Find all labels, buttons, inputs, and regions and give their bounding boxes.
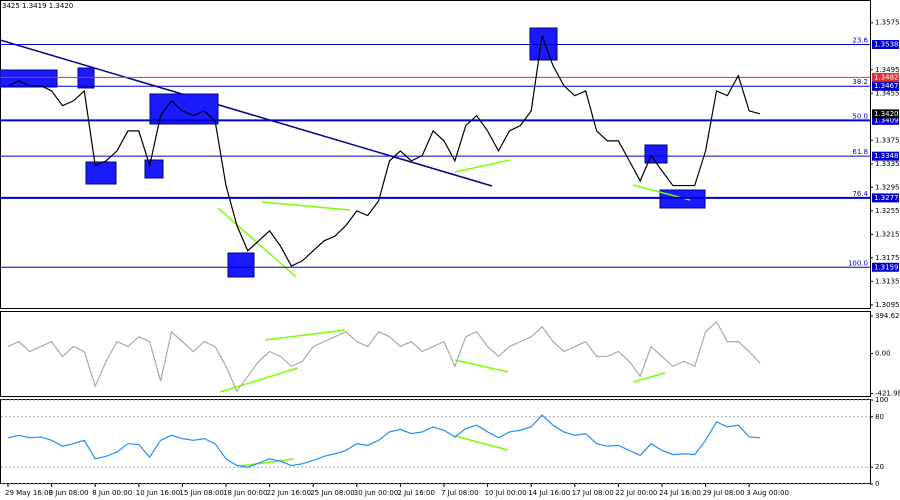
x-tick-label: 25 Jun 08:00 <box>310 489 354 497</box>
y-tick-label: 1.3255 <box>875 207 900 215</box>
fib-label: 38.2 <box>852 78 868 86</box>
x-tick-label: 18 Jun 00:00 <box>223 489 267 497</box>
y-tick-label: 100 <box>875 396 888 404</box>
x-tick-label: 22 Jun 16:00 <box>267 489 311 497</box>
last-price-label: 1.3420 <box>874 110 899 118</box>
rsi-panel <box>0 399 871 484</box>
divergence-line <box>454 159 511 173</box>
y-tick-label: 1.3175 <box>875 254 900 262</box>
zone-box <box>77 67 95 89</box>
y-tick-label: -421.9871 <box>875 390 900 398</box>
divergence-line <box>264 329 346 341</box>
x-tick-label: 30 Jun 00:00 <box>354 489 398 497</box>
zone-box <box>149 93 219 125</box>
x-tick-label: 15 Jun 08:00 <box>179 489 223 497</box>
fib-label: 23.6 <box>852 36 868 44</box>
x-tick-label: 29 May 16:00 <box>5 489 53 497</box>
price-label: 1.3409 <box>874 116 899 124</box>
trend-line <box>0 39 493 187</box>
price-box <box>872 151 899 161</box>
y-tick-label: 394.6289 <box>875 312 900 320</box>
divergence-line <box>454 435 509 451</box>
x-tick-label: 2 Jul 16:00 <box>397 489 435 497</box>
fib-label: 100.0 <box>848 259 868 267</box>
price-box <box>872 72 899 82</box>
x-tick-label: 14 Jul 16:00 <box>528 489 570 497</box>
y-tick-label: 1.3375 <box>875 136 900 144</box>
y-tick-label: 1.3575 <box>875 19 900 27</box>
price-label: 1.3348 <box>874 152 899 160</box>
series-line <box>7 35 761 267</box>
fib-label: 76.4 <box>852 190 868 198</box>
x-tick-label: 10 Jul 00:00 <box>485 489 527 497</box>
divergence-line <box>261 201 351 211</box>
x-tick-label: 17 Jul 08:00 <box>572 489 614 497</box>
price-box <box>872 262 899 272</box>
x-tick-label: 10 Jun 16:00 <box>136 489 180 497</box>
y-tick-label: 1.3135 <box>875 277 900 285</box>
price-box <box>872 193 899 203</box>
price-label: 1.3538 <box>874 40 899 48</box>
price-label: 1.3277 <box>874 194 899 202</box>
zone-box <box>227 252 255 278</box>
divergence-line <box>632 372 666 383</box>
fib-label: 50.0 <box>852 112 868 120</box>
y-tick-label: 1.3095 <box>875 301 900 309</box>
y-tick-label: 1.3455 <box>875 89 900 97</box>
y-tick-label: 1.3295 <box>875 183 900 191</box>
last-price-box <box>872 109 899 119</box>
x-tick-label: 3 Aug 00:00 <box>746 489 789 497</box>
x-tick-label: 29 Jul 08:00 <box>703 489 745 497</box>
x-tick-label: 7 Jul 08:00 <box>441 489 479 497</box>
price-box <box>872 39 899 49</box>
divergence-line <box>454 359 509 373</box>
y-tick-label: 20 <box>875 463 884 471</box>
cci-panel <box>0 311 871 397</box>
price-label: 1.3467 <box>874 82 899 90</box>
y-tick-label: 1.3495 <box>875 66 900 74</box>
zone-box <box>144 159 164 179</box>
divergence-line <box>239 458 295 467</box>
price-label: 1.3159 <box>874 263 899 271</box>
y-tick-label: 1.3335 <box>875 160 900 168</box>
y-tick-label: 80 <box>875 413 884 421</box>
divergence-line <box>219 367 299 393</box>
fib-label: 61.8 <box>852 148 868 156</box>
price-box <box>872 115 899 125</box>
price-box <box>872 81 899 91</box>
x-tick-label: 8 Jun 00:00 <box>92 489 132 497</box>
y-tick-label: 0 <box>875 480 879 488</box>
price-label: 1.3482 <box>874 73 899 81</box>
series-line <box>7 320 761 393</box>
zone-box <box>85 161 117 185</box>
x-tick-label: 22 Jul 00:00 <box>615 489 657 497</box>
series-line <box>7 414 761 468</box>
x-tick-label: 24 Jul 16:00 <box>659 489 701 497</box>
price-panel <box>0 0 871 309</box>
x-tick-label: 3 Jun 08:00 <box>49 489 89 497</box>
zone-box <box>659 189 706 209</box>
header: 3425 1.3419 1.3420 <box>2 2 73 10</box>
y-tick-label: 0.00 <box>875 350 891 358</box>
zone-box <box>644 144 668 164</box>
y-tick-label: 1.3215 <box>875 230 900 238</box>
